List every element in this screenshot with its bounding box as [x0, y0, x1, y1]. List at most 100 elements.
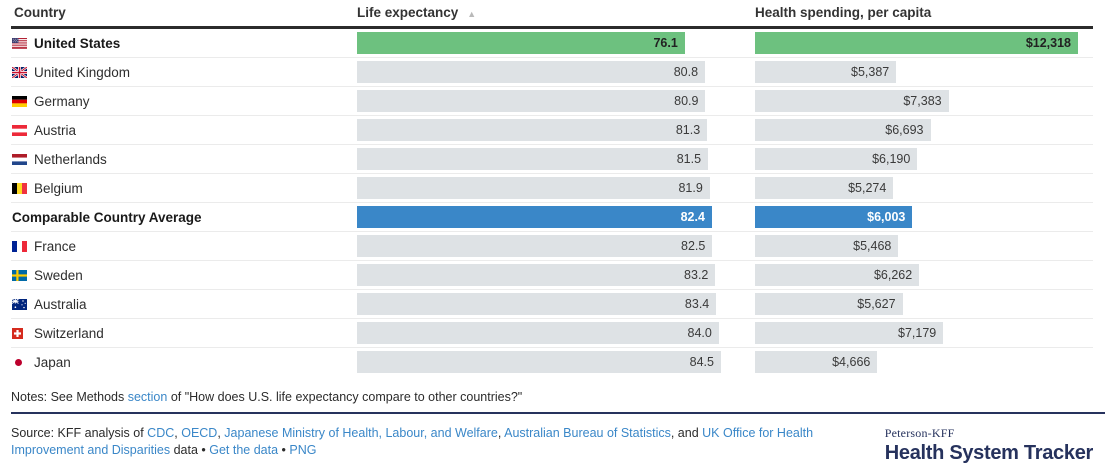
health-spending-bar: $12,318	[755, 32, 1078, 54]
health-spending-bar: $6,693	[755, 119, 931, 141]
health-spending-bar-track: $6,190	[755, 148, 1078, 170]
table-row-japan: Japan 84.5 $4,666	[11, 348, 1093, 376]
life-expectancy-bar-track: 80.8	[357, 61, 721, 83]
table-row-austria: Austria 81.3 $6,693	[11, 116, 1093, 145]
health-spending-bar-track: $7,383	[755, 90, 1078, 112]
source-text: •	[278, 443, 290, 457]
flag-us-icon	[12, 37, 29, 49]
notes-text: Notes: See Methods	[11, 390, 128, 404]
life-expectancy-value: 80.9	[674, 94, 699, 108]
life-expectancy-bar: 82.4	[357, 206, 712, 228]
life-expectancy-bar-track: 84.5	[357, 351, 721, 373]
life-expectancy-bar-track: 83.2	[357, 264, 721, 286]
source-text: Source: KFF analysis of	[11, 426, 148, 440]
flag-be-icon	[12, 182, 29, 194]
column-header-health-spending[interactable]: Health spending, per capita	[755, 5, 932, 20]
peterson-kff-logo: Peterson-KFF Health System Tracker	[884, 426, 1094, 465]
health-spending-bar-track: $12,318	[755, 32, 1078, 54]
country-cell: Germany	[11, 94, 357, 109]
country-cell: United States	[11, 36, 357, 51]
life-expectancy-value: 81.9	[678, 181, 703, 195]
health-spending-bar: $6,190	[755, 148, 918, 170]
health-spending-value: $7,179	[898, 326, 937, 340]
flag-at-icon	[12, 124, 29, 136]
source-link-get-the-data[interactable]: Get the data	[209, 443, 279, 457]
flag-nl-icon	[12, 153, 29, 165]
source-link-png[interactable]: PNG	[289, 443, 317, 457]
notes-link-section[interactable]: section	[127, 390, 168, 404]
footer: Source: KFF analysis of CDC, OECD, Japan…	[11, 425, 1093, 465]
life-expectancy-bar: 84.0	[357, 322, 719, 344]
country-name: France	[34, 238, 77, 254]
health-spending-value: $6,693	[885, 123, 924, 137]
life-expectancy-value: 76.1	[653, 36, 678, 50]
logo-peterson-kff-text: Peterson-KFF	[884, 426, 955, 440]
flag-ch-icon	[12, 327, 29, 339]
health-spending-bar-track: $5,468	[755, 235, 1078, 257]
health-spending-bar: $7,383	[755, 90, 949, 112]
source-link-uk-office-for-health-improvement-and-disparities[interactable]: UK Office for Health Improvement and Dis…	[11, 426, 814, 457]
health-spending-bar: $5,387	[755, 61, 897, 83]
column-header-country[interactable]: Country	[14, 5, 66, 20]
source-text: ,	[497, 426, 505, 440]
health-spending-bar-track: $7,179	[755, 322, 1078, 344]
source-link-cdc[interactable]: CDC	[147, 426, 175, 440]
health-spending-bar: $5,627	[755, 293, 903, 315]
country-cell: Austria	[11, 123, 357, 138]
life-expectancy-bar-track: 82.4	[357, 206, 721, 228]
life-expectancy-bar: 80.8	[357, 61, 706, 83]
source-link-oecd[interactable]: OECD	[181, 426, 218, 440]
table-header-row: Country Life expectancy ▲ Health spending…	[11, 2, 1093, 29]
health-spending-bar-track: $6,693	[755, 119, 1078, 141]
country-name: Japan	[34, 354, 71, 370]
flag-gb-icon	[12, 66, 29, 78]
life-expectancy-bar: 80.9	[357, 90, 706, 112]
flag-fr-icon	[12, 240, 29, 252]
health-spending-value: $5,627	[857, 297, 896, 311]
life-expectancy-value: 82.4	[680, 210, 705, 224]
health-spending-value: $12,318	[1025, 36, 1071, 50]
life-expectancy-bar-track: 81.9	[357, 177, 721, 199]
table-row-united-states: United States 76.1 $12,318	[11, 29, 1093, 58]
health-spending-bar-track: $6,003	[755, 206, 1078, 228]
health-spending-bar: $6,003	[755, 206, 913, 228]
health-spending-bar-track: $6,262	[755, 264, 1078, 286]
table-row-france: France 82.5 $5,468	[11, 232, 1093, 261]
country-cell: France	[11, 239, 357, 254]
table-row-australia: Australia 83.4 $5,627	[11, 290, 1093, 319]
life-expectancy-value: 83.4	[684, 297, 710, 311]
source-link-japanese-ministry-of-health-labour-and-welfare[interactable]: Japanese Ministry of Health, Labour, and…	[224, 426, 498, 440]
country-name: United Kingdom	[34, 64, 131, 80]
health-spending-value: $7,383	[903, 94, 942, 108]
flag-de-icon	[12, 95, 29, 107]
life-expectancy-value: 81.5	[676, 152, 702, 166]
health-spending-value: $5,387	[851, 65, 890, 79]
life-expectancy-bar: 81.3	[357, 119, 708, 141]
logo-health-system-tracker-text: Health System Tracker	[884, 442, 1094, 464]
source-link-australian-bureau-of-statistics[interactable]: Australian Bureau of Statistics	[504, 426, 671, 440]
health-spending-bar: $6,262	[755, 264, 920, 286]
table-row-comparable-country-average: Comparable Country Average 82.4 $6,003	[11, 203, 1093, 232]
health-spending-value: $5,468	[853, 239, 892, 253]
life-expectancy-bar: 83.4	[357, 293, 717, 315]
life-expectancy-value: 82.5	[681, 239, 706, 253]
health-spending-bar: $5,274	[755, 177, 894, 199]
table-row-sweden: Sweden 83.2 $6,262	[11, 261, 1093, 290]
flag-au-icon	[12, 298, 29, 310]
life-expectancy-bar-track: 82.5	[357, 235, 721, 257]
life-expectancy-bar: 81.9	[357, 177, 710, 199]
country-name: Switzerland	[34, 325, 104, 341]
column-header-life-expectancy[interactable]: Life expectancy ▲	[357, 5, 755, 20]
country-cell: Sweden	[11, 268, 357, 283]
source-text: , and	[670, 426, 703, 440]
table-row-netherlands: Netherlands 81.5 $6,190	[11, 145, 1093, 174]
country-name: Netherlands	[34, 151, 107, 167]
country-comparison-table: Country Life expectancy ▲ Health spending…	[11, 2, 1093, 376]
health-spending-bar: $7,179	[755, 322, 944, 344]
life-expectancy-bar-track: 81.5	[357, 148, 721, 170]
health-spending-bar: $5,468	[755, 235, 899, 257]
health-spending-value: $4,666	[832, 355, 871, 369]
life-expectancy-value: 81.3	[675, 123, 701, 137]
health-spending-bar: $4,666	[755, 351, 878, 373]
country-cell: Japan	[11, 355, 357, 370]
